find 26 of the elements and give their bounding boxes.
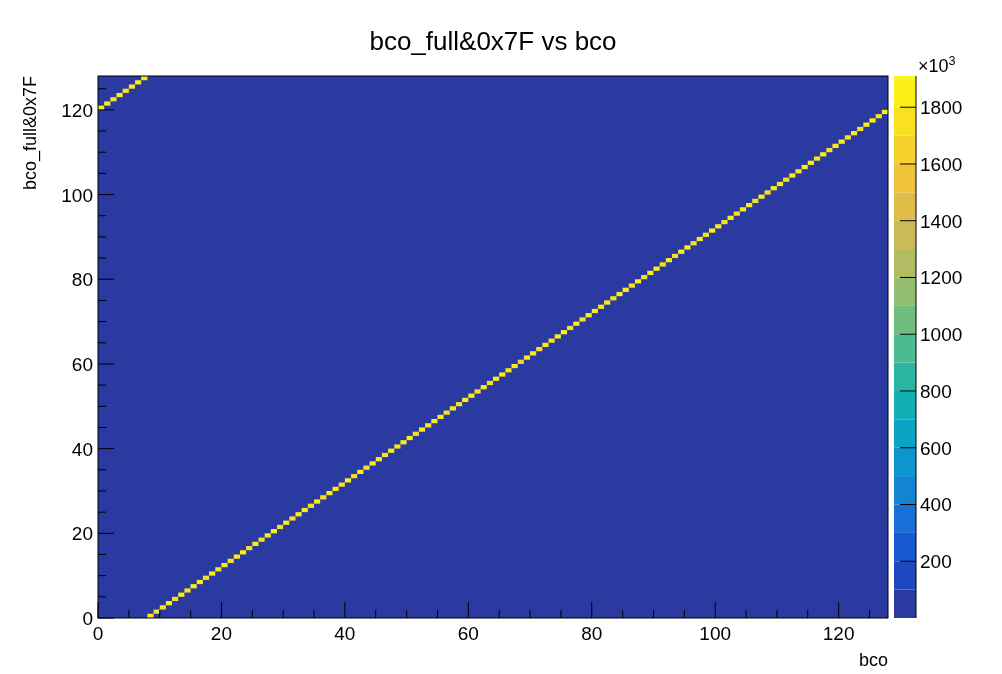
chart-title: bco_full&0x7F vs bco — [369, 26, 617, 56]
x-tick-label: 80 — [581, 623, 603, 644]
x-tick-label: 60 — [457, 623, 479, 644]
color-bar-label: 1200 — [920, 267, 963, 289]
color-bar-label: 1000 — [920, 324, 963, 346]
color-bar-label: 1800 — [920, 97, 963, 119]
x-tick-label: 120 — [822, 623, 855, 644]
color-bar-title: ×10$^{3}$ — [918, 54, 956, 76]
x-tick-label: 40 — [334, 623, 356, 644]
x-tick-label: 100 — [699, 623, 732, 644]
color-bar-label: 200 — [920, 551, 952, 573]
y-tick-label: 40 — [71, 438, 93, 460]
y-tick-label: 0 — [82, 608, 93, 629]
y-tick-label: 120 — [61, 99, 93, 121]
y-tick-label: 60 — [71, 353, 93, 375]
x-axis-title: bco — [858, 650, 888, 670]
y-tick-label: 100 — [61, 184, 93, 206]
y-tick-label: 20 — [71, 523, 93, 545]
y-tick-label: 80 — [71, 269, 93, 291]
color-bar-label: 400 — [920, 494, 952, 516]
color-bar-label: 600 — [920, 437, 952, 459]
x-tick-label: 20 — [210, 623, 233, 644]
color-bar-label: 1400 — [920, 210, 963, 232]
color-bar-label: 800 — [920, 380, 952, 402]
y-axis-title: bco_full&0x7F — [20, 76, 41, 191]
color-bar-label: 1600 — [920, 153, 963, 175]
